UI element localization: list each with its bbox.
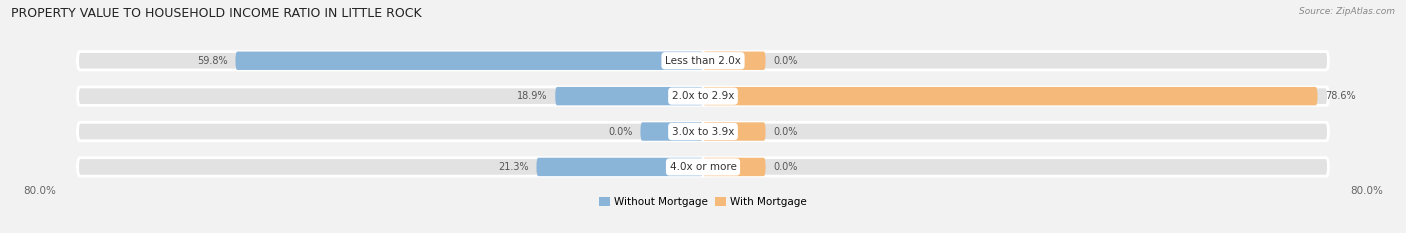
FancyBboxPatch shape [703, 122, 765, 141]
FancyBboxPatch shape [703, 87, 1317, 105]
FancyBboxPatch shape [77, 87, 1329, 105]
FancyBboxPatch shape [537, 158, 703, 176]
FancyBboxPatch shape [555, 87, 703, 105]
Text: 0.0%: 0.0% [773, 162, 797, 172]
Text: 0.0%: 0.0% [773, 127, 797, 137]
Text: 80.0%: 80.0% [22, 186, 56, 196]
Text: Source: ZipAtlas.com: Source: ZipAtlas.com [1299, 7, 1395, 16]
Text: 0.0%: 0.0% [773, 56, 797, 66]
FancyBboxPatch shape [641, 122, 703, 141]
FancyBboxPatch shape [703, 51, 765, 70]
FancyBboxPatch shape [77, 122, 1329, 141]
Text: 78.6%: 78.6% [1326, 91, 1355, 101]
FancyBboxPatch shape [77, 51, 1329, 70]
Text: 59.8%: 59.8% [197, 56, 228, 66]
Text: Less than 2.0x: Less than 2.0x [665, 56, 741, 66]
Text: 0.0%: 0.0% [609, 127, 633, 137]
Text: 4.0x or more: 4.0x or more [669, 162, 737, 172]
FancyBboxPatch shape [703, 158, 765, 176]
Text: 3.0x to 3.9x: 3.0x to 3.9x [672, 127, 734, 137]
FancyBboxPatch shape [235, 51, 703, 70]
Text: 18.9%: 18.9% [517, 91, 547, 101]
FancyBboxPatch shape [77, 158, 1329, 176]
Legend: Without Mortgage, With Mortgage: Without Mortgage, With Mortgage [595, 193, 811, 211]
Text: 21.3%: 21.3% [498, 162, 529, 172]
Text: 80.0%: 80.0% [1350, 186, 1384, 196]
Text: 2.0x to 2.9x: 2.0x to 2.9x [672, 91, 734, 101]
Text: PROPERTY VALUE TO HOUSEHOLD INCOME RATIO IN LITTLE ROCK: PROPERTY VALUE TO HOUSEHOLD INCOME RATIO… [11, 7, 422, 20]
